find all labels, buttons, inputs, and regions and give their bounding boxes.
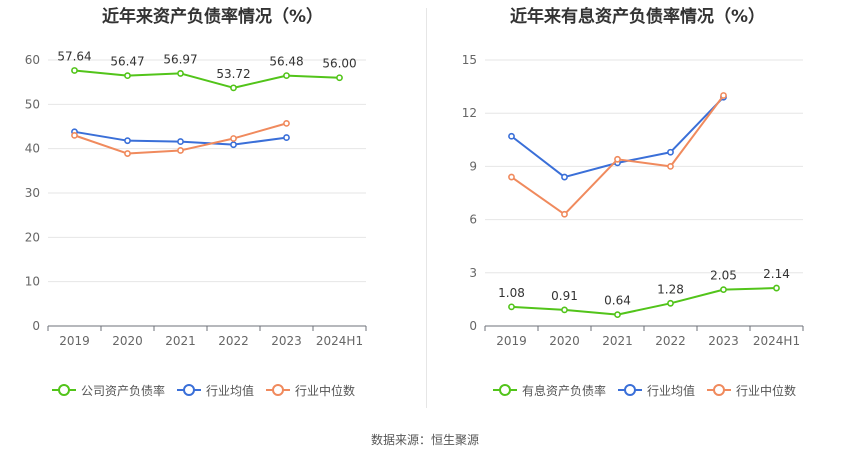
y-tick-label-right: 12 (462, 106, 477, 120)
legend-item-industry-mean[interactable]: 行业均值 (177, 382, 254, 399)
data-point-left-0 (177, 70, 184, 77)
y-tick-label-right: 9 (469, 159, 477, 173)
data-point-right-2 (614, 155, 621, 163)
data-point-left-0 (336, 74, 343, 82)
data-point-left-1 (283, 134, 290, 141)
legend-line-marker-icon (52, 383, 76, 397)
x-tick-label-left: 2020 (112, 334, 143, 348)
data-point-right-0 (614, 311, 621, 319)
series-line-right-0 (511, 287, 777, 316)
legend-label: 公司资产负债率 (81, 383, 166, 398)
data-point-left-2 (124, 150, 131, 157)
data-point-right-2 (561, 210, 568, 218)
y-tick-label-right: 0 (469, 319, 477, 333)
legend-line-marker-icon (177, 383, 202, 397)
y-tick-label-left: 10 (25, 275, 40, 289)
data-label-right: 1.28 (657, 282, 684, 296)
data-point-right-2 (667, 162, 674, 170)
data-source-note: 数据来源：恒生聚源 (370, 433, 479, 447)
data-point-right-0 (508, 303, 515, 311)
series-line-left-0 (74, 69, 340, 89)
legend-item-company-ratio[interactable]: 公司资产负债率 (52, 382, 165, 399)
x-tick-label-left: 2019 (59, 334, 90, 348)
data-point-left-2 (177, 147, 184, 154)
data-point-right-0 (720, 286, 727, 294)
data-point-right-0 (561, 306, 568, 314)
legend-item-interest-ratio[interactable]: 有息资产负债率 (493, 382, 606, 399)
chart-divider (426, 8, 427, 408)
legend-label: 行业均值 (647, 383, 696, 398)
y-tick-label-right: 15 (462, 53, 477, 67)
data-label-left: 56.48 (269, 55, 303, 69)
x-tick-label-left: 2022 (218, 334, 249, 348)
data-point-left-2 (71, 131, 78, 139)
legend-item-industry-mean[interactable]: 行业均值 (618, 382, 695, 399)
y-tick-label-left: 40 (25, 142, 40, 156)
data-point-right-0 (667, 299, 674, 307)
data-label-left: 57.64 (57, 49, 91, 63)
data-label-left: 56.47 (110, 55, 144, 69)
y-tick-label-right: 3 (469, 266, 477, 280)
x-tick-label-right: 2022 (655, 334, 686, 348)
x-tick-label-left: 2021 (165, 334, 196, 348)
y-tick-label-right: 6 (469, 213, 477, 227)
legend-label: 行业中位数 (736, 383, 797, 398)
x-tick-label-left: 2023 (271, 334, 302, 348)
y-tick-label-left: 60 (25, 53, 40, 67)
legend-line-marker-icon (707, 383, 732, 397)
x-tick-label-right: 2024H1 (753, 334, 800, 348)
x-tick-label-right: 2020 (549, 334, 580, 348)
data-label-right: 0.91 (551, 289, 578, 303)
data-label-left: 56.00 (322, 57, 356, 71)
legend-label: 行业中位数 (295, 383, 356, 398)
chart-title-right: 近年来有息资产负债率情况（%） (509, 7, 766, 27)
data-point-right-2 (508, 173, 515, 181)
x-tick-label-right: 2019 (496, 334, 527, 348)
x-tick-label-right: 2023 (708, 334, 739, 348)
legend-right: 有息资产负债率 行业均值 行业中位数 (493, 381, 808, 399)
data-point-left-2 (230, 135, 237, 142)
legend-item-industry-median[interactable]: 行业中位数 (266, 382, 355, 399)
data-point-left-1 (230, 141, 237, 149)
legend-item-industry-median[interactable]: 行业中位数 (707, 382, 796, 399)
data-label-right: 2.14 (763, 267, 790, 281)
data-point-left-1 (124, 137, 131, 145)
data-point-left-0 (71, 67, 78, 74)
data-label-right: 0.64 (604, 294, 631, 308)
data-label-right: 1.08 (498, 286, 525, 300)
data-point-left-0 (230, 84, 237, 92)
legend-label: 有息资产负债率 (522, 383, 607, 398)
data-point-left-0 (283, 72, 290, 80)
legend-line-marker-icon (493, 383, 517, 397)
y-tick-label-left: 30 (25, 186, 40, 200)
data-point-right-1 (667, 148, 674, 156)
data-label-left: 53.72 (216, 67, 250, 81)
data-point-right-0 (773, 284, 780, 292)
legend-line-marker-icon (618, 383, 643, 397)
data-point-left-1 (177, 138, 184, 145)
legend-line-marker-icon (266, 383, 291, 397)
x-tick-label-left: 2024H1 (316, 334, 363, 348)
x-tick-label-right: 2021 (602, 334, 633, 348)
data-point-left-2 (283, 119, 290, 127)
data-point-right-2 (720, 92, 727, 99)
data-label-left: 56.97 (163, 52, 197, 66)
legend-label: 行业均值 (206, 383, 255, 398)
data-point-right-1 (561, 173, 568, 181)
y-tick-label-left: 20 (25, 230, 40, 244)
data-point-left-0 (124, 72, 131, 80)
data-point-right-1 (508, 132, 515, 140)
chart-title-left: 近年来资产负债率情况（%） (101, 7, 324, 27)
y-tick-label-left: 50 (25, 97, 40, 111)
data-label-right: 2.05 (710, 269, 737, 283)
legend-left: 公司资产负债率 行业均值 行业中位数 (52, 381, 367, 399)
y-tick-label-left: 0 (32, 319, 40, 333)
